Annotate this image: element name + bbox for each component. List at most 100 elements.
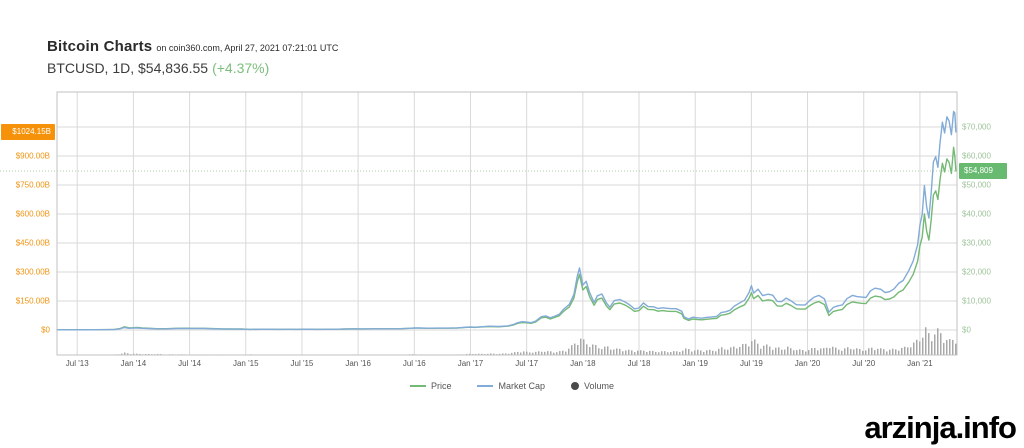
volume-bar [952,339,954,355]
volume-bar [946,339,948,355]
volume-bar [835,347,837,355]
volume-bar [610,349,612,355]
volume-bar [598,348,600,355]
volume-bar [904,346,906,355]
market-cap-line [56,110,957,331]
volume-bar [547,351,549,355]
volume-bar [928,333,930,355]
volume-bar [565,351,567,355]
volume-bar [664,351,666,355]
volume-bar [469,353,471,355]
volume-bar [898,350,900,355]
volume-bar [643,350,645,355]
volume-bar [508,353,510,355]
volume-bar [796,350,798,355]
y-axis-right-label: $70,000 [962,123,991,132]
volume-bar [868,348,870,355]
volume-bar [538,351,540,355]
volume-bar [616,348,618,355]
volume-bar [883,349,885,355]
volume-bar [742,344,744,355]
volume-bar [517,351,519,355]
volume-bar [511,352,513,355]
volume-bar [865,350,867,355]
volume-bar [514,352,516,355]
volume-bar [646,351,648,355]
volume-bar [955,343,957,355]
volume-bar [943,342,945,355]
y-axis-right-label: $10,000 [962,297,991,306]
volume-bar [856,348,858,355]
volume-bar [541,351,543,355]
volume-bar [487,353,489,355]
volume-bar [589,347,591,355]
legend-price-label: Price [430,381,452,391]
volume-bar [754,339,756,355]
volume-bar [802,350,804,355]
volume-bar [706,350,708,355]
volume-bar [655,351,657,355]
volume-bar [895,349,897,355]
y-axis-right-label: $40,000 [962,210,991,219]
y-axis-right-label: $60,000 [962,152,991,161]
volume-bar [574,343,576,355]
price-line-swatch-icon [409,385,426,387]
x-axis-label: Jul '20 [852,359,875,368]
x-axis-label: Jul '18 [628,359,651,368]
y-axis-left-label: $600.00B [16,210,50,219]
volume-bar [637,350,639,355]
plot-border [56,91,958,356]
x-axis-label: Jan '19 [682,359,708,368]
y-axis-right-label: $50,000 [962,181,991,190]
chart-plot-area[interactable]: $0 $150.00B $300.00B $450.00B $600.00B $750.0… [0,88,1024,388]
volume-bar [733,346,735,355]
y-axis-left-label: $300.00B [16,268,50,277]
volume-bar [832,346,834,355]
x-axis-label: Jul '17 [515,359,538,368]
volume-bar [844,348,846,355]
volume-bar [478,353,480,355]
volume-bar [769,346,771,355]
x-axis-label: Jan '14 [121,359,147,368]
volume-bar [679,351,681,355]
volume-bar [673,351,675,355]
volume-bar [658,352,660,355]
volume-bar [136,353,138,355]
volume-bar [853,349,855,355]
volume-bar [847,347,849,355]
legend-item-volume[interactable]: Volume [571,381,614,391]
volume-bar [880,348,882,355]
volume-bar [949,339,951,355]
volume-bar [490,353,492,355]
volume-bar [682,350,684,355]
legend-item-price[interactable]: Price [409,381,452,391]
volume-bar [889,349,891,355]
legend-item-market-cap[interactable]: Market Cap [477,381,545,391]
y-axis-left-label: $0 [41,326,50,335]
volume-bar [670,352,672,355]
y-axis-right-label: $0 [962,326,971,335]
volume-bar [661,351,663,355]
volume-bar [553,352,555,355]
x-axis-label: Jul '13 [66,359,89,368]
volume-bar [667,352,669,355]
volume-bar [790,348,792,355]
volume-bar [694,350,696,355]
market-cap-line-swatch-icon [477,385,494,387]
volume-bar [502,353,504,355]
volume-bar [805,351,807,355]
volume-bar [613,349,615,355]
volume-bar [781,349,783,355]
volume-bar [529,352,531,355]
volume-bar [505,353,507,355]
volume-bar [841,350,843,355]
volume-bar [595,345,597,355]
volume-bar [784,349,786,355]
x-axis-label: Jul '16 [403,359,426,368]
volume-bar [757,343,759,355]
volume-bar [127,353,129,355]
volume-bar [913,342,915,355]
x-axis-label: Jan '16 [345,359,371,368]
volume-bar [751,341,753,355]
